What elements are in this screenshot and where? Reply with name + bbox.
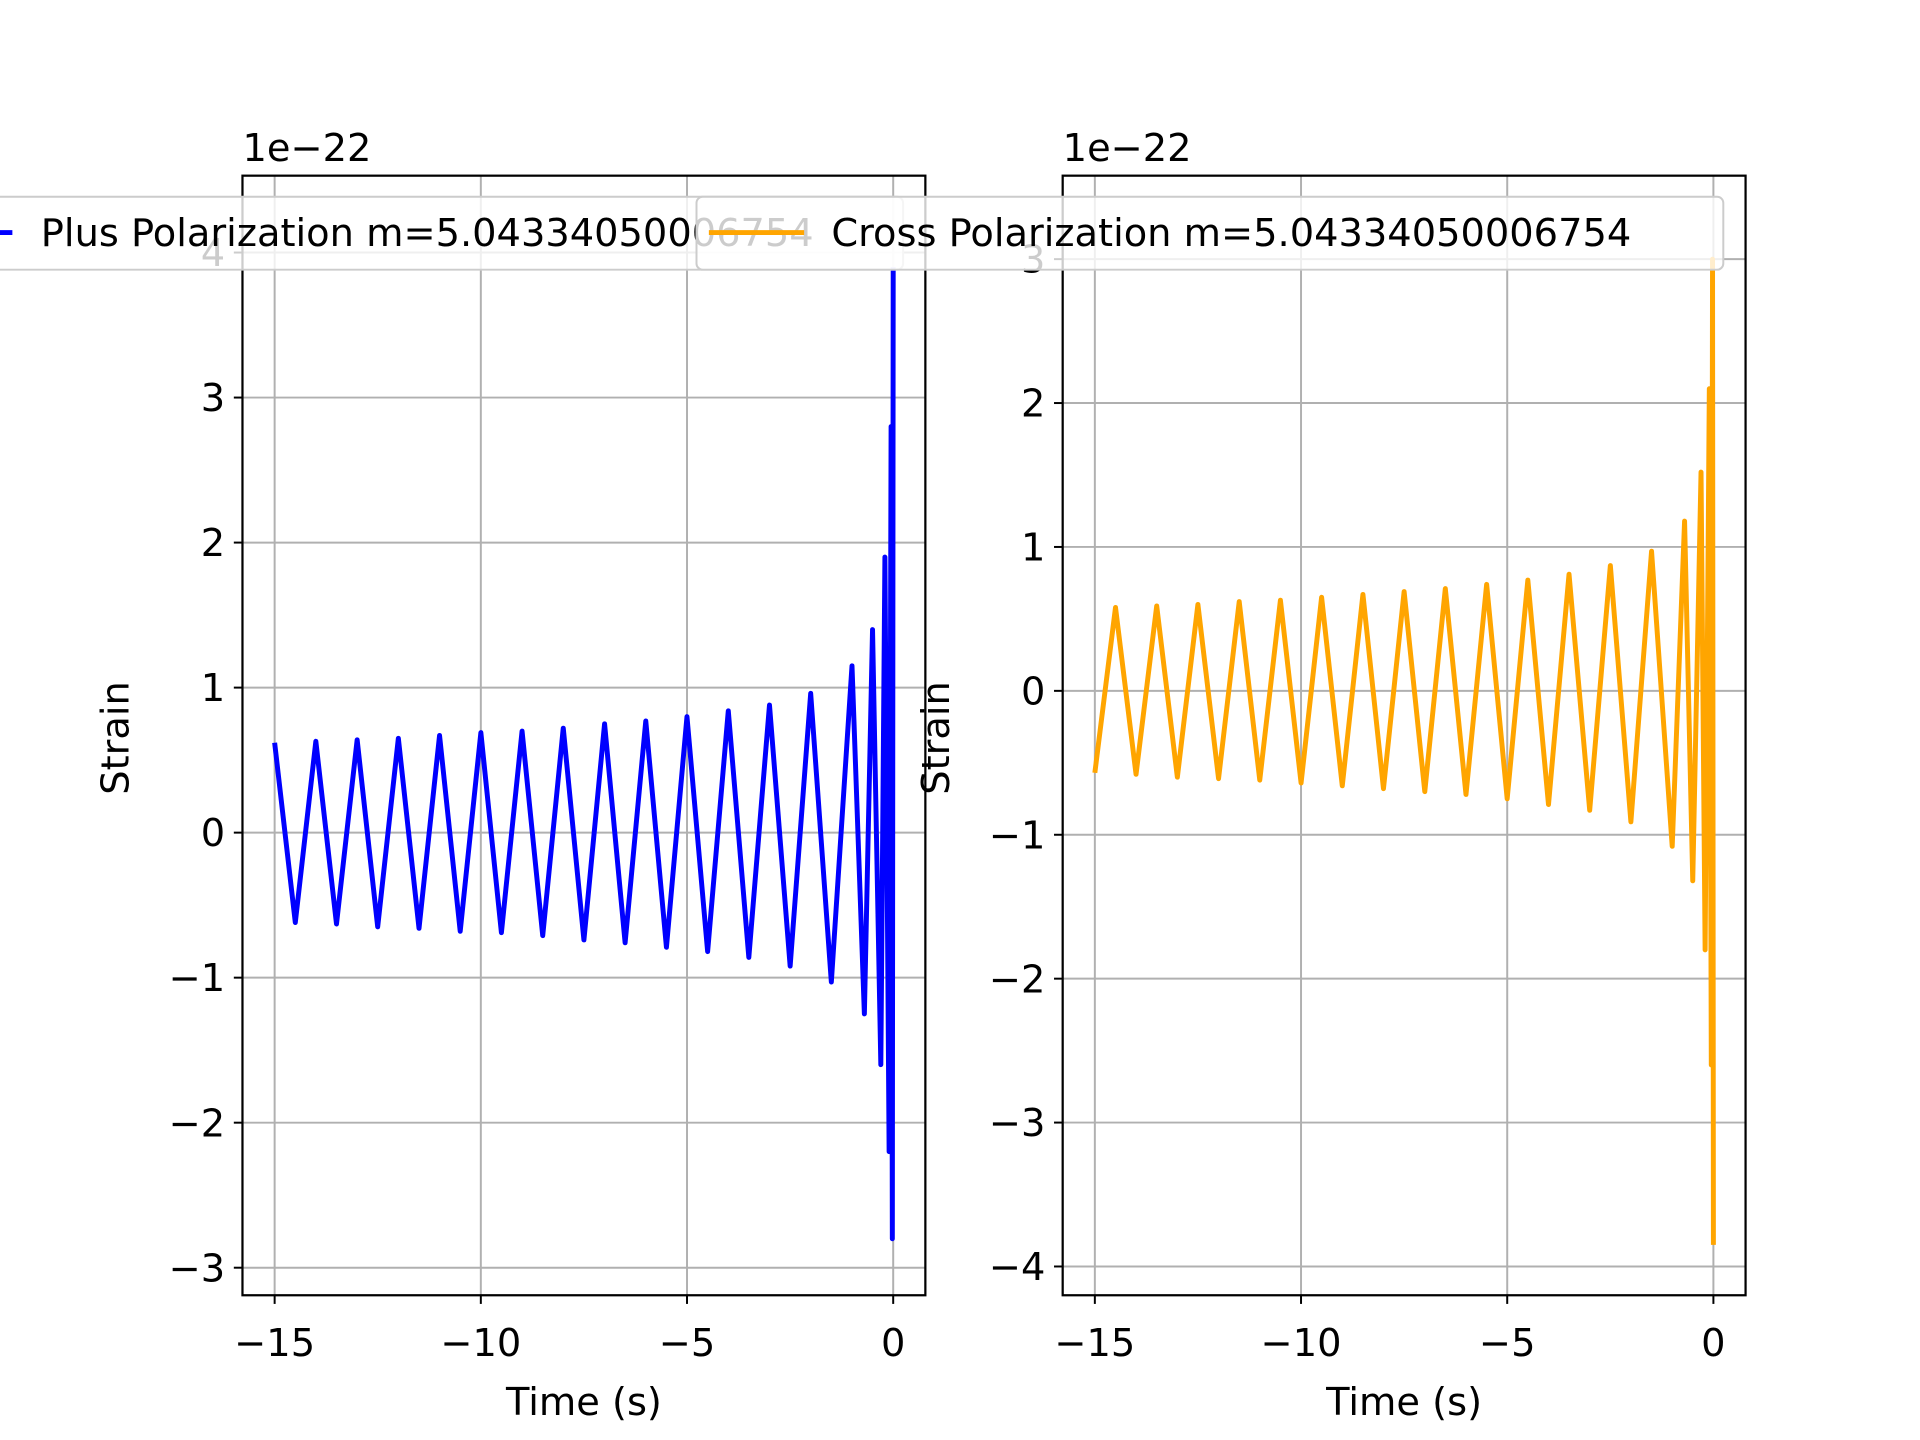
y-tick-label: 0 bbox=[201, 811, 225, 856]
legend-box bbox=[695, 195, 1725, 271]
x-axis-label: Time (s) bbox=[505, 1380, 662, 1425]
y-tick-label: −3 bbox=[989, 1101, 1046, 1146]
y-tick-label: −2 bbox=[989, 957, 1046, 1002]
y-axis-label: Strain bbox=[914, 681, 959, 795]
legend-label: Cross Polarization m=5.04334050006754 bbox=[831, 211, 1631, 256]
legend-label: Plus Polarization m=5.04334050006754 bbox=[41, 211, 814, 256]
y-tick-label: −3 bbox=[169, 1246, 226, 1291]
x-axis-label: Time (s) bbox=[1325, 1380, 1482, 1425]
y-tick-label: −4 bbox=[989, 1245, 1046, 1290]
x-tick-label: −5 bbox=[1479, 1321, 1536, 1366]
y-tick-label: −2 bbox=[169, 1101, 226, 1146]
y-tick-label: 3 bbox=[201, 376, 225, 421]
axes-frame bbox=[1061, 174, 1747, 1297]
offset-text: 1e−22 bbox=[242, 126, 371, 171]
x-tick-label: 0 bbox=[881, 1321, 905, 1366]
y-tick-label: 1 bbox=[201, 666, 225, 711]
offset-text: 1e−22 bbox=[1063, 126, 1192, 171]
y-tick-label: 1 bbox=[1021, 526, 1045, 571]
y-axis-label: Strain bbox=[94, 681, 139, 795]
x-tick-label: −10 bbox=[1261, 1321, 1342, 1366]
x-tick-label: 0 bbox=[1701, 1321, 1725, 1366]
series-line bbox=[1092, 256, 1716, 1245]
x-tick-label: −10 bbox=[440, 1321, 521, 1366]
y-tick-label: −1 bbox=[169, 956, 226, 1001]
axes-frame bbox=[241, 174, 927, 1297]
series-line bbox=[272, 267, 896, 1242]
legend: Cross Polarization m=5.04334050006754 bbox=[695, 195, 1725, 271]
x-tick-label: −15 bbox=[1054, 1321, 1135, 1366]
legend: Plus Polarization m=5.04334050006754 bbox=[0, 195, 905, 271]
y-tick-label: 0 bbox=[1021, 669, 1045, 714]
y-tick-label: 2 bbox=[1021, 382, 1045, 427]
x-tick-label: −5 bbox=[659, 1321, 716, 1366]
y-tick-label: 2 bbox=[201, 521, 225, 566]
x-tick-label: −15 bbox=[234, 1321, 315, 1366]
y-tick-label: −1 bbox=[989, 813, 1046, 858]
